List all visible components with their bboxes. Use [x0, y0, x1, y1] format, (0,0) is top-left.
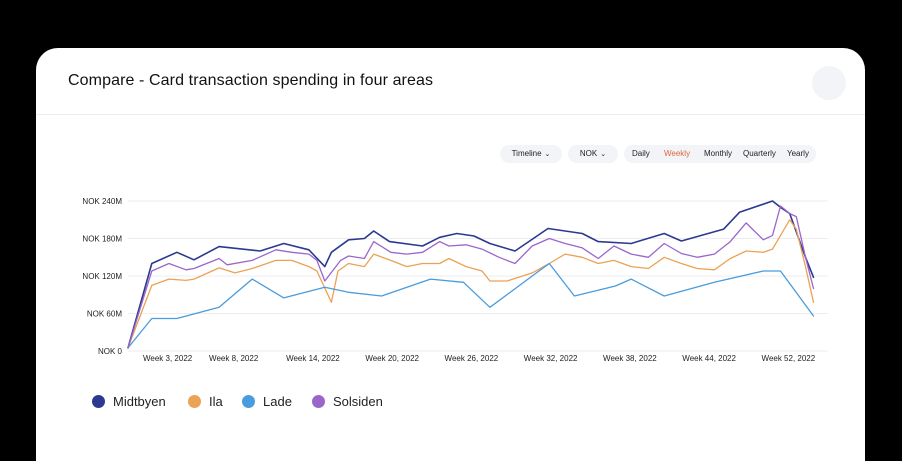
chevron-down-icon: ⌄: [600, 151, 607, 158]
x-tick-label: Week 8, 2022: [209, 354, 259, 363]
chart-card: Compare - Card transaction spending in f…: [36, 48, 865, 461]
legend-swatch: [92, 395, 105, 408]
timeline-dropdown-label: Timeline: [511, 149, 542, 158]
legend-label: Midtbyen: [113, 394, 166, 409]
period-daily[interactable]: Daily: [632, 149, 650, 158]
currency-dropdown-label: NOK: [579, 149, 598, 158]
x-tick-label: Week 14, 2022: [286, 354, 340, 363]
period-selector: Daily Weekly Monthly Quarterly Yearly: [624, 145, 816, 163]
x-tick-label: Week 44, 2022: [682, 354, 736, 363]
y-tick-label: NOK 180M: [82, 235, 122, 244]
period-quarterly[interactable]: Quarterly: [743, 149, 776, 158]
card-header: Compare - Card transaction spending in f…: [36, 48, 865, 115]
y-tick-label: NOK 0: [98, 347, 123, 356]
legend-label: Lade: [263, 394, 292, 409]
page-title: Compare - Card transaction spending in f…: [68, 72, 434, 89]
chart-controls: Timeline ⌄ NOK ⌄ Daily Weekly Monthly Quar…: [36, 145, 865, 165]
y-tick-label: NOK 60M: [87, 310, 122, 319]
legend-label: Solsiden: [333, 394, 383, 409]
series-line-solsiden: [127, 205, 815, 349]
period-monthly[interactable]: Monthly: [704, 149, 733, 158]
x-tick-label: Week 3, 2022: [143, 354, 193, 363]
legend-swatch: [188, 395, 201, 408]
x-tick-label: Week 38, 2022: [603, 354, 657, 363]
series-line-midtbyen: [127, 200, 815, 349]
period-yearly[interactable]: Yearly: [787, 149, 809, 158]
header-action-button[interactable]: [812, 66, 846, 100]
legend-label: Ila: [209, 394, 223, 409]
x-tick-label: Week 32, 2022: [524, 354, 578, 363]
period-weekly[interactable]: Weekly: [664, 149, 691, 158]
x-tick-label: Week 20, 2022: [365, 354, 419, 363]
series-line-ila: [127, 219, 815, 349]
x-tick-label: Week 52, 2022: [762, 354, 816, 363]
legend-swatch: [312, 395, 325, 408]
currency-dropdown[interactable]: NOK ⌄: [568, 145, 618, 163]
timeline-dropdown[interactable]: Timeline ⌄: [500, 145, 562, 163]
line-chart: NOK 0 NOK 60M NOK 120M NOK 180M NOK 240M Week…: [82, 197, 828, 363]
legend-swatch: [242, 395, 255, 408]
y-tick-label: NOK 240M: [82, 197, 122, 206]
series-line-lade: [127, 262, 815, 349]
x-tick-label: Week 26, 2022: [445, 354, 499, 363]
chevron-down-icon: ⌄: [544, 151, 551, 158]
y-tick-label: NOK 120M: [82, 272, 122, 281]
